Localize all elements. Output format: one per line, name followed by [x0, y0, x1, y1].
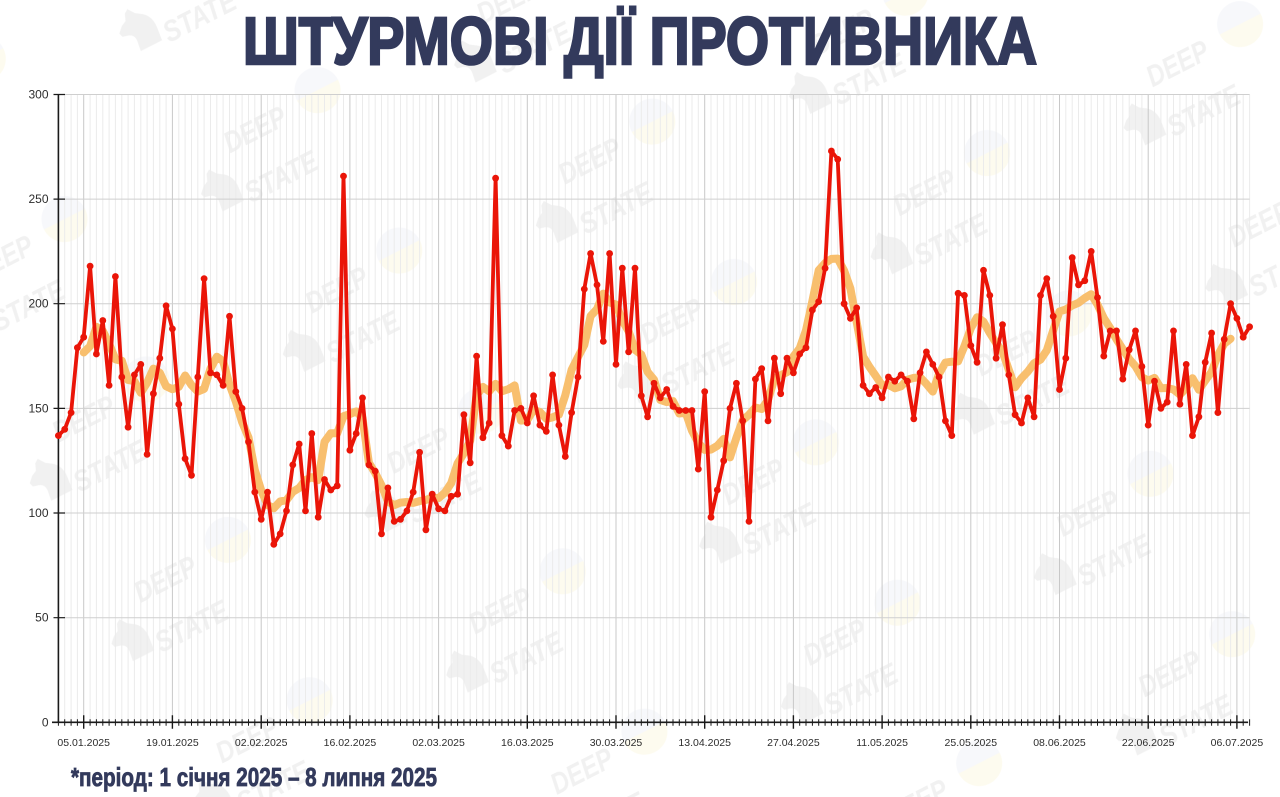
svg-text:02.03.2025: 02.03.2025: [412, 737, 465, 749]
svg-text:06.07.2025: 06.07.2025: [1211, 737, 1264, 749]
svg-text:250: 250: [28, 192, 48, 206]
svg-text:50: 50: [35, 611, 49, 625]
svg-text:02.02.2025: 02.02.2025: [235, 737, 288, 749]
svg-text:200: 200: [28, 297, 48, 311]
svg-text:16.02.2025: 16.02.2025: [324, 737, 377, 749]
svg-text:30.03.2025: 30.03.2025: [590, 737, 643, 749]
svg-text:22.06.2025: 22.06.2025: [1122, 737, 1175, 749]
svg-text:100: 100: [28, 506, 48, 520]
svg-text:ШТУРМОВІ ДІЇ ПРОТИВНИКА: ШТУРМОВІ ДІЇ ПРОТИВНИКА: [243, 4, 1037, 79]
svg-text:13.04.2025: 13.04.2025: [678, 737, 731, 749]
svg-text:05.01.2025: 05.01.2025: [57, 737, 110, 749]
svg-text:08.06.2025: 08.06.2025: [1033, 737, 1086, 749]
svg-text:11.05.2025: 11.05.2025: [856, 737, 908, 749]
svg-text:300: 300: [28, 88, 48, 102]
svg-text:27.04.2025: 27.04.2025: [767, 737, 820, 749]
svg-text:19.01.2025: 19.01.2025: [146, 737, 199, 749]
svg-text:150: 150: [28, 401, 48, 415]
svg-text:16.03.2025: 16.03.2025: [501, 737, 554, 749]
svg-text:25.05.2025: 25.05.2025: [945, 737, 998, 749]
svg-text:0: 0: [42, 715, 49, 729]
svg-text:*період: 1 січня 2025 – 8 липн: *період: 1 січня 2025 – 8 липня 2025: [71, 762, 437, 792]
